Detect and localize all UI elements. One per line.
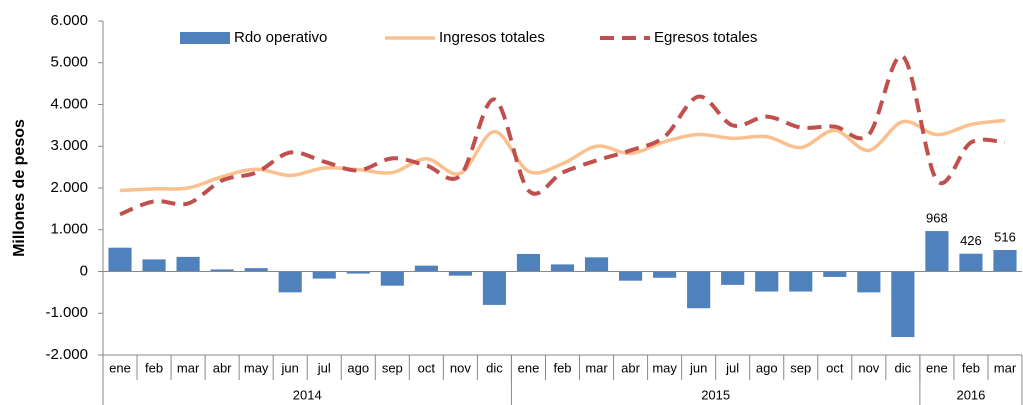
line [119, 54, 1006, 217]
bar [278, 271, 302, 293]
bar [584, 257, 609, 272]
x-tick-label: ene [926, 360, 948, 375]
line [119, 118, 1006, 193]
bar [721, 271, 745, 285]
x-tick-label: mar [994, 360, 1017, 375]
x-tick-label: dic [486, 360, 503, 375]
x-tick-label: sep [790, 360, 811, 375]
y-tick-label: 0 [80, 262, 88, 279]
y-tick-label: 2.000 [50, 179, 88, 196]
bar [414, 265, 438, 272]
x-tick-label: oct [826, 360, 844, 375]
x-tick-label: ene [109, 360, 131, 375]
x-tick-label: ago [756, 360, 778, 375]
x-tick-label: jun [689, 360, 707, 375]
bar [823, 271, 847, 277]
legend-label: Egresos totales [654, 29, 757, 46]
y-tick-label: -1.000 [45, 304, 88, 321]
data-label: 516 [994, 229, 1016, 244]
group-label: 2014 [293, 387, 322, 402]
y-tick-label: 6.000 [50, 12, 88, 29]
x-tick-label: feb [145, 360, 163, 375]
bar [687, 271, 711, 309]
legend-swatch [180, 32, 230, 44]
bar [755, 271, 779, 292]
x-tick-label: mar [585, 360, 608, 375]
bar [482, 271, 506, 305]
x-tick-label: abr [213, 360, 232, 375]
data-label: 426 [960, 233, 982, 248]
y-tick-label: 5.000 [50, 54, 88, 71]
y-axis-label: Millones de pesos [11, 119, 28, 257]
y-tick-label: 3.000 [50, 137, 88, 154]
bar [653, 271, 677, 278]
x-tick-label: jun [281, 360, 299, 375]
bar [550, 264, 575, 272]
bar [380, 271, 404, 286]
legend-label: Ingresos totales [439, 29, 545, 46]
y-tick-label: 1.000 [50, 221, 88, 238]
x-tick-label: nov [450, 360, 471, 375]
y-tick-label: -2.000 [45, 346, 88, 363]
bar [619, 271, 643, 281]
y-tick-label: 4.000 [50, 95, 88, 112]
x-tick-label: may [244, 360, 269, 375]
bar [789, 271, 813, 292]
bar [448, 271, 472, 276]
bar [857, 271, 881, 293]
x-tick-label: feb [962, 360, 980, 375]
x-tick-label: sep [382, 360, 403, 375]
bar [925, 231, 949, 272]
x-tick-label: nov [858, 360, 879, 375]
x-tick-label: mar [177, 360, 200, 375]
bar [312, 271, 336, 279]
group-label: 2016 [956, 387, 985, 402]
bar [346, 271, 370, 274]
x-tick-label: abr [621, 360, 640, 375]
x-tick-label: feb [553, 360, 571, 375]
x-tick-label: jul [317, 360, 331, 375]
x-tick-label: oct [418, 360, 436, 375]
bar [516, 253, 541, 272]
x-tick-label: ago [347, 360, 369, 375]
bar [891, 271, 915, 338]
data-label: 968 [926, 211, 948, 226]
legend-label: Rdo operativo [234, 29, 327, 46]
x-tick-label: jul [725, 360, 739, 375]
bar [142, 259, 166, 272]
x-tick-label: dic [895, 360, 912, 375]
bar [210, 269, 234, 272]
bar [959, 253, 983, 272]
x-tick-label: ene [518, 360, 540, 375]
bar [108, 247, 132, 272]
bar [993, 249, 1017, 272]
bar [244, 268, 268, 272]
bar [176, 256, 200, 272]
group-label: 2015 [701, 387, 730, 402]
x-tick-label: may [652, 360, 677, 375]
